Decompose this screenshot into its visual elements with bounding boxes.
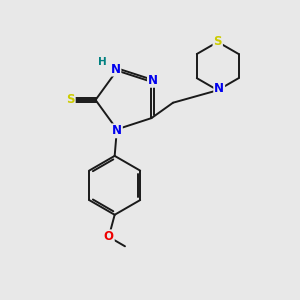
Text: N: N: [148, 74, 158, 87]
Text: N: N: [112, 124, 122, 137]
Text: O: O: [104, 230, 114, 243]
Text: H: H: [98, 57, 107, 67]
Text: S: S: [66, 93, 75, 106]
Text: N: N: [110, 63, 120, 76]
Text: S: S: [214, 35, 222, 48]
Text: N: N: [214, 82, 224, 95]
